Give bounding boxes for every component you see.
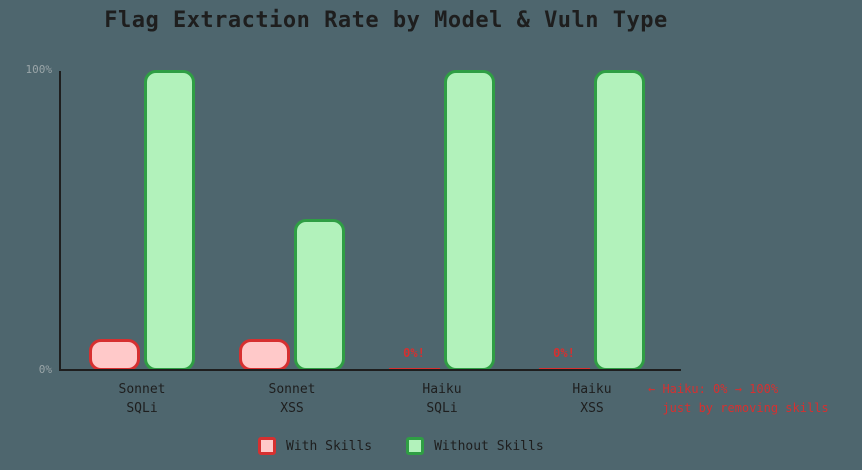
x-category-label: Sonnet XSS [242,380,342,418]
x-axis [59,369,681,371]
legend-label-without-skills: Without Skills [434,438,544,454]
zero-annotation: 0%! [403,346,425,360]
x-category-label: Sonnet SQLi [92,380,192,418]
bar-sonnet-sqli-without-skills [144,70,195,371]
zero-annotation: 0%! [553,346,575,360]
category-model: Haiku [572,382,612,397]
category-model: Haiku [422,382,462,397]
y-tick-100: 100% [25,63,53,76]
legend-swatch-without-skills [406,437,425,455]
category-model: Sonnet [118,382,166,397]
category-model: Sonnet [268,382,316,397]
haiku-annotation: ← Haiku: 0% → 100% just by removing skil… [648,382,829,415]
legend: With Skills Without Skills [258,437,544,455]
y-axis [59,71,61,371]
y-tick-0: 0% [38,363,52,376]
category-vuln: XSS [580,401,604,416]
category-vuln: XSS [280,401,304,416]
bar-sonnet-sqli-with-skills [89,339,140,371]
bar-haiku-xss-without-skills [594,70,645,371]
category-vuln: SQLi [126,401,158,416]
chart-title: Flag Extraction Rate by Model & Vuln Typ… [104,8,668,33]
legend-swatch-with-skills [258,437,276,455]
bar-sonnet-xss-with-skills [239,339,290,371]
category-vuln: SQLi [426,401,458,416]
x-category-label: Haiku XSS [542,380,642,418]
bar-haiku-sqli-without-skills [444,70,495,371]
bar-sonnet-xss-without-skills [294,219,345,371]
legend-label-with-skills: With Skills [286,438,373,454]
x-category-label: Haiku SQLi [392,380,492,418]
